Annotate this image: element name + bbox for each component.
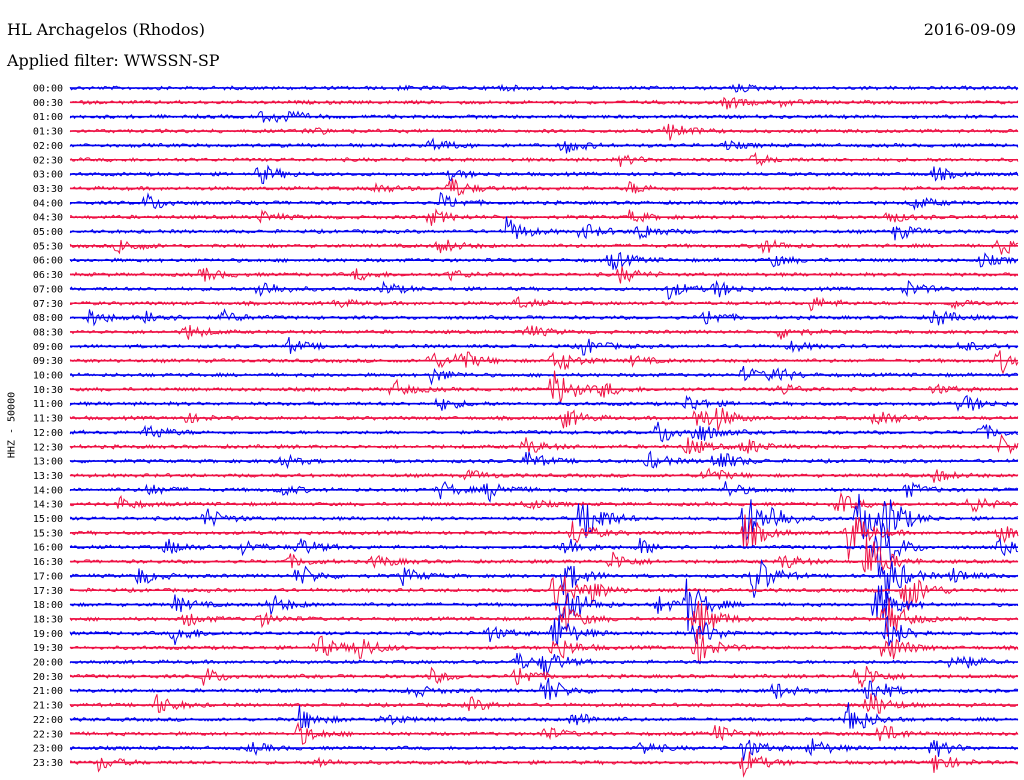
time-tick-label: 01:30 — [33, 127, 63, 138]
time-tick-label: 21:30 — [33, 701, 63, 712]
time-tick-label: 07:30 — [33, 299, 63, 310]
trace-line — [69, 450, 1019, 470]
trace-line — [69, 191, 1019, 211]
trace-line — [69, 279, 1019, 300]
time-tick-label: 04:00 — [33, 198, 63, 209]
time-tick-label: 09:00 — [33, 342, 63, 353]
time-tick-label: 17:00 — [33, 571, 63, 582]
time-tick-label: 21:00 — [33, 686, 63, 697]
time-tick-label: 16:30 — [33, 557, 63, 568]
time-tick-label: 16:00 — [33, 543, 63, 554]
time-tick-label: 02:30 — [33, 155, 63, 166]
time-tick-label: 20:00 — [33, 658, 63, 669]
time-tick-label: 04:30 — [33, 213, 63, 224]
time-tick-label: 07:00 — [33, 284, 63, 295]
time-tick-label: 11:00 — [33, 399, 63, 410]
record-date: 2016-09-09 — [923, 20, 1016, 39]
trace-line — [69, 693, 1019, 714]
time-tick-label: 18:00 — [33, 600, 63, 611]
time-tick-label: 03:30 — [33, 184, 63, 195]
time-tick-label: 20:30 — [33, 672, 63, 683]
time-tick-label: 00:30 — [33, 98, 63, 109]
time-tick-label: 22:30 — [33, 729, 63, 740]
time-tick-label: 02:00 — [33, 141, 63, 152]
time-tick-label: 23:30 — [33, 758, 63, 769]
time-tick-label: 05:30 — [33, 241, 63, 252]
time-tick-label: 11:30 — [33, 414, 63, 425]
trace-line — [69, 666, 1019, 688]
time-tick-label: 22:00 — [33, 715, 63, 726]
time-tick-label: 14:00 — [33, 485, 63, 496]
time-tick-label: 19:00 — [33, 629, 63, 640]
trace-line — [69, 350, 1019, 375]
trace-line — [69, 751, 1019, 778]
filter-label: Applied filter: WWSSN-SP — [7, 51, 220, 70]
trace-line — [69, 514, 1019, 560]
trace-line — [69, 481, 1019, 503]
trace-line — [69, 407, 1019, 431]
time-tick-label: 13:30 — [33, 471, 63, 482]
time-tick-label: 08:30 — [33, 327, 63, 338]
time-tick-label: 19:30 — [33, 643, 63, 654]
time-tick-label: 17:30 — [33, 586, 63, 597]
time-tick-label: 12:30 — [33, 442, 63, 453]
time-tick-label: 03:00 — [33, 170, 63, 181]
time-tick-label: 10:00 — [33, 371, 63, 382]
time-tick-label: 05:00 — [33, 227, 63, 238]
trace-line — [69, 96, 1019, 110]
time-tick-label: 15:30 — [33, 528, 63, 539]
trace-line — [69, 738, 1019, 761]
station-title: HL Archagelos (Rhodos) — [7, 20, 205, 39]
time-tick-label: 06:30 — [33, 270, 63, 281]
time-tick-label: 09:30 — [33, 356, 63, 367]
time-tick-label: 12:00 — [33, 428, 63, 439]
trace-line — [69, 522, 1019, 576]
trace-line — [69, 536, 1019, 573]
trace-line — [69, 558, 1019, 604]
time-tick-label: 15:00 — [33, 514, 63, 525]
trace-line — [69, 491, 1019, 513]
time-tick-label: 10:30 — [33, 385, 63, 396]
time-tick-label: 00:00 — [33, 84, 63, 95]
time-tick-label: 08:00 — [33, 313, 63, 324]
time-tick-label: 14:30 — [33, 500, 63, 511]
trace-line — [69, 251, 1019, 271]
time-tick-label: 13:00 — [33, 457, 63, 468]
time-tick-label: 01:00 — [33, 112, 63, 123]
trace-line — [69, 702, 1019, 729]
trace-line — [69, 178, 1019, 196]
trace-line — [69, 615, 1019, 647]
trace-line — [69, 123, 1019, 141]
trace-line — [69, 433, 1019, 455]
trace-line — [69, 216, 1019, 241]
time-tick-label: 23:00 — [33, 744, 63, 755]
trace-line — [69, 238, 1019, 255]
time-tick-label: 06:00 — [33, 256, 63, 267]
time-tick-label: 18:30 — [33, 614, 63, 625]
